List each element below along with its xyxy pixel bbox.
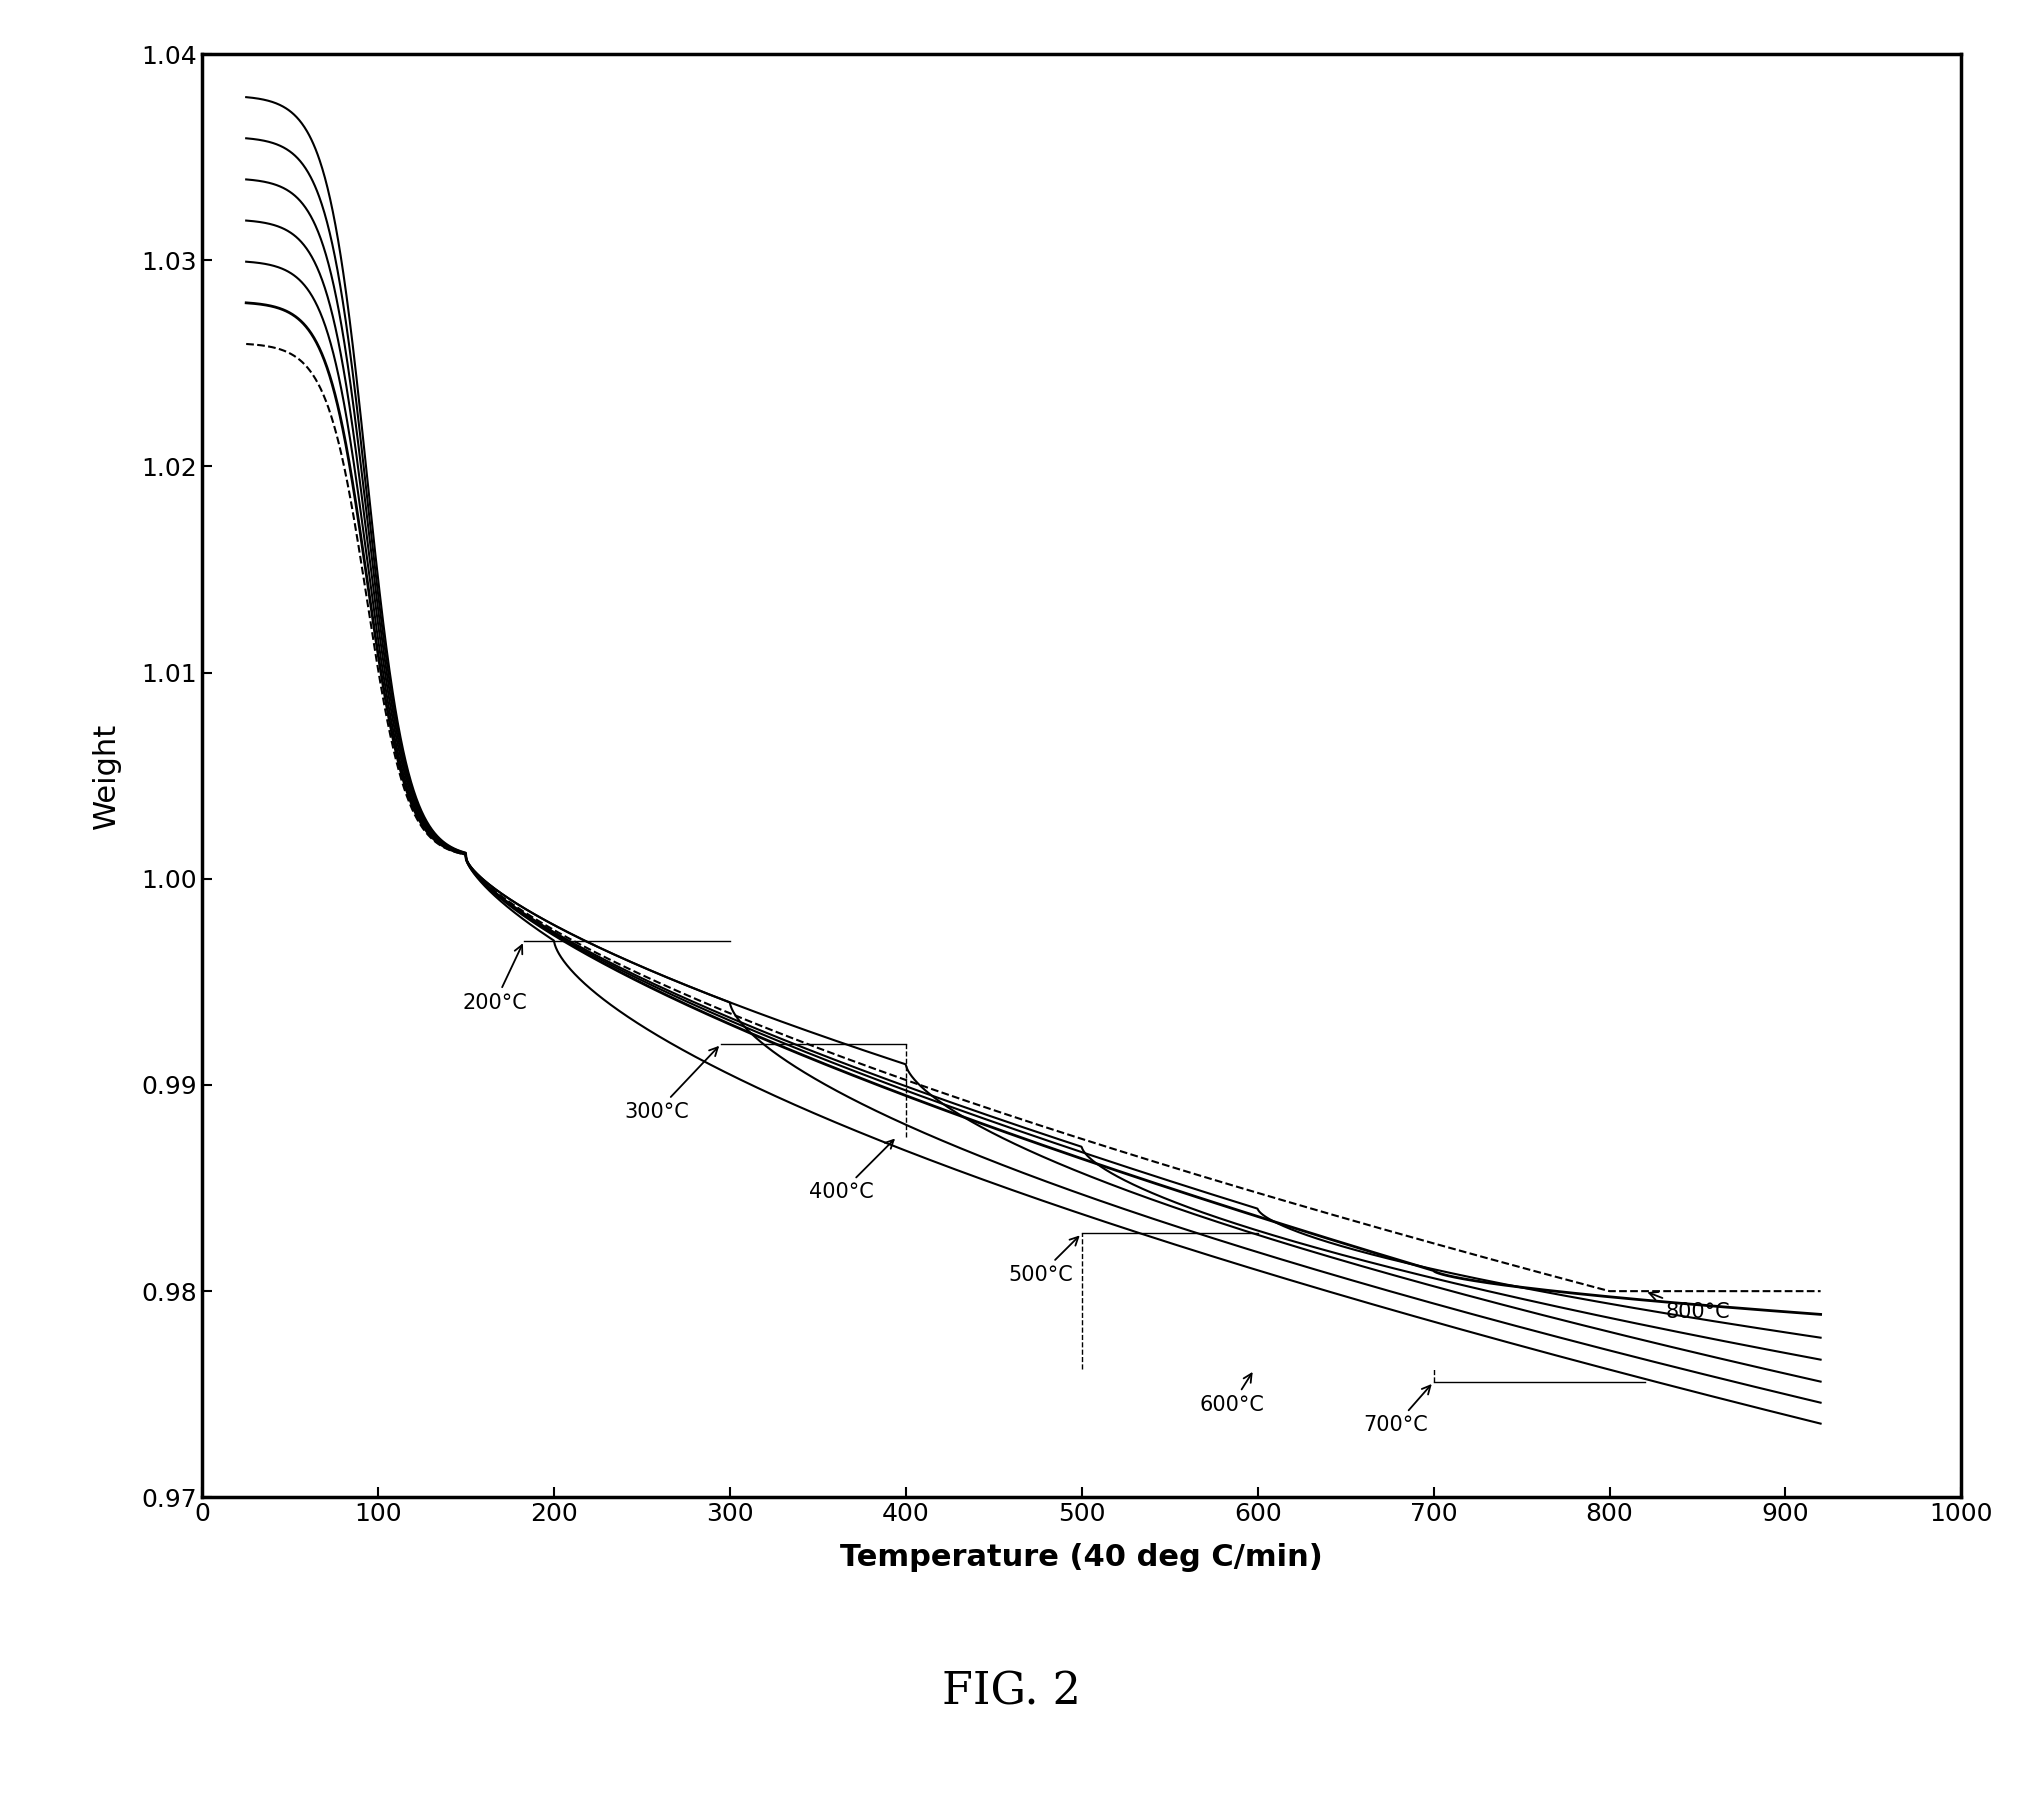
X-axis label: Temperature (40 deg C/min): Temperature (40 deg C/min) — [841, 1542, 1322, 1571]
Text: 400°C: 400°C — [809, 1140, 894, 1201]
Text: FIG. 2: FIG. 2 — [942, 1671, 1080, 1714]
Text: 300°C: 300°C — [625, 1048, 718, 1122]
Text: 500°C: 500°C — [1007, 1238, 1078, 1284]
Text: 600°C: 600°C — [1199, 1373, 1264, 1414]
Y-axis label: Weight: Weight — [91, 723, 121, 828]
Text: 700°C: 700°C — [1363, 1385, 1430, 1436]
Text: 800°C: 800°C — [1650, 1292, 1731, 1322]
Text: 200°C: 200°C — [463, 945, 528, 1012]
